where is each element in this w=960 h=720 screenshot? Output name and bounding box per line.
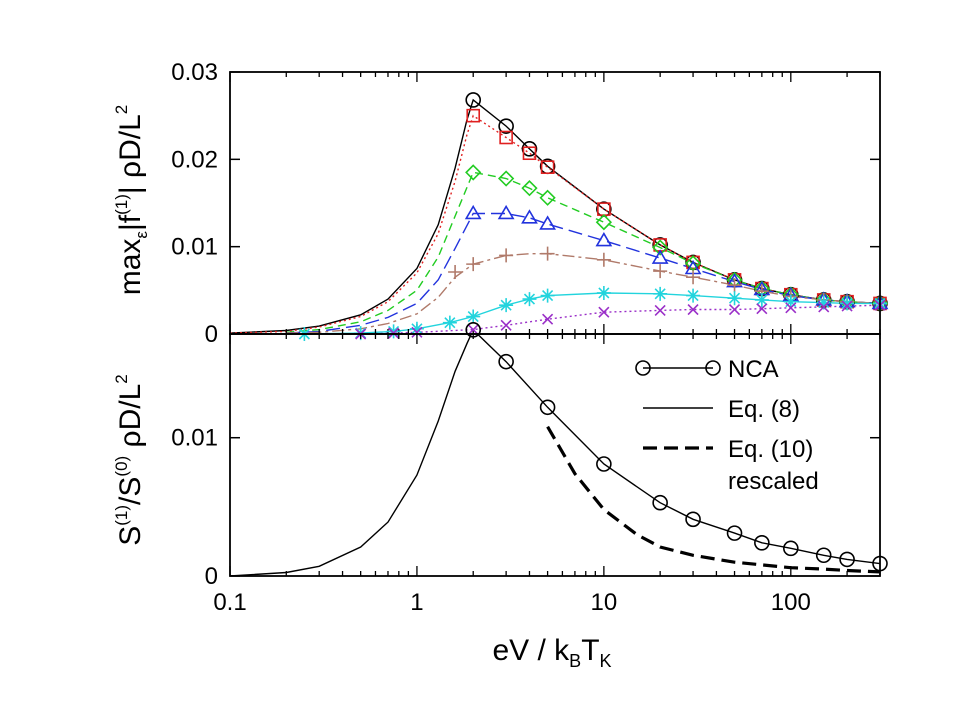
top-series-6-point bbox=[654, 304, 666, 316]
top-series-5-point bbox=[499, 298, 514, 313]
bottom-panel: 0 0.01 0.1 1 10 100 NCA Eq. (8) Eq. (10) rescaled bbox=[171, 322, 888, 616]
x-tick-label: 1 bbox=[410, 589, 423, 616]
top-series-6-point bbox=[500, 319, 512, 331]
top-series-1-point bbox=[540, 160, 555, 174]
legend-label-2: rescaled bbox=[728, 468, 819, 495]
x-tick-label: 10 bbox=[591, 589, 618, 616]
top-series-3-point bbox=[464, 204, 482, 220]
top-series-5-point bbox=[540, 288, 555, 303]
top-series-6-point bbox=[687, 303, 699, 316]
top-series-2-point bbox=[652, 239, 669, 256]
top-series-5-point bbox=[386, 324, 401, 339]
bottom-series-0-point bbox=[839, 551, 855, 568]
bottom-series-0-point bbox=[815, 547, 832, 564]
legend: NCA Eq. (8) Eq. (10) rescaled bbox=[635, 356, 819, 495]
bottom-series-2-line bbox=[546, 425, 880, 574]
top-series-2-line bbox=[286, 171, 880, 333]
top-panel: 0 0.01 0.02 0.03 bbox=[171, 59, 889, 348]
top-series-5-point bbox=[653, 286, 668, 301]
bottom-series-0-point bbox=[465, 322, 482, 338]
bottom-y-axis-label: S(1)/S(0) ρD/L2 bbox=[112, 374, 147, 546]
top-series-4-point bbox=[540, 246, 555, 261]
bottom-series-0-point bbox=[754, 535, 770, 551]
top-series-5-point bbox=[442, 315, 457, 330]
top-series-3-point bbox=[497, 204, 515, 220]
top-series-1-point bbox=[522, 146, 537, 161]
top-series-5-point bbox=[466, 309, 481, 324]
top-series-5-point bbox=[522, 292, 537, 307]
top-series-6-point bbox=[756, 303, 768, 315]
top-series-2-point bbox=[595, 214, 613, 231]
top-ytick-label: 0 bbox=[205, 321, 218, 348]
bottom-ytick-label: 0 bbox=[205, 563, 218, 590]
legend-label-0: NCA bbox=[728, 356, 779, 383]
bottom-series-0-point bbox=[596, 456, 612, 472]
top-series-4-point bbox=[448, 264, 463, 279]
top-series-5-point bbox=[727, 291, 742, 306]
top-series-0-point bbox=[498, 118, 514, 134]
top-series-6-point bbox=[411, 326, 423, 338]
top-series-6-point bbox=[818, 301, 830, 313]
top-series-4-point bbox=[727, 278, 742, 293]
x-tick-label: 100 bbox=[771, 589, 811, 616]
top-series-5-point bbox=[754, 292, 769, 307]
top-series-3-point bbox=[521, 209, 538, 224]
top-series-6-point bbox=[728, 303, 741, 316]
bottom-series-0-point bbox=[498, 353, 514, 370]
top-series-0-point bbox=[465, 92, 482, 108]
top-series-5-point bbox=[840, 296, 855, 311]
top-series-4-point bbox=[499, 248, 514, 263]
top-series-4-point bbox=[466, 257, 481, 272]
top-series-0-point bbox=[521, 141, 538, 157]
top-ytick-label: 0.03 bbox=[171, 59, 218, 86]
top-series-1-point bbox=[499, 130, 513, 145]
top-series-5-point bbox=[409, 321, 424, 336]
top-ytick-label: 0.02 bbox=[171, 146, 218, 173]
top-series-4-point bbox=[653, 264, 668, 279]
bottom-ytick-label: 0.01 bbox=[171, 425, 218, 452]
bottom-series-0-point bbox=[539, 399, 556, 416]
bottom-series-0-line bbox=[476, 334, 880, 565]
top-plot-area bbox=[230, 98, 880, 334]
top-series-6-point bbox=[542, 313, 554, 325]
top-series-0-line bbox=[230, 98, 880, 334]
top-y-axis-label: maxε|f(1)| ρD/L2 bbox=[112, 105, 151, 296]
legend-label-2: Eq. (10) bbox=[728, 436, 813, 463]
legend-marker bbox=[705, 360, 721, 376]
top-series-3-point bbox=[539, 215, 556, 230]
top-series-5-point bbox=[783, 294, 798, 309]
bottom-series-0-point bbox=[685, 511, 701, 528]
bottom-plot-area bbox=[230, 334, 880, 576]
top-series-6-point bbox=[598, 306, 610, 318]
top-series-6-point bbox=[467, 324, 479, 336]
bottom-series-0-point bbox=[652, 494, 668, 511]
top-series-1-point bbox=[466, 108, 481, 123]
bottom-series-0-point bbox=[726, 525, 743, 541]
top-series-4-point bbox=[686, 270, 701, 285]
bottom-frame bbox=[229, 333, 881, 577]
top-series-2-point bbox=[465, 164, 482, 181]
top-series-4-point bbox=[596, 252, 611, 267]
top-series-5-point bbox=[596, 285, 611, 300]
top-series-2-point bbox=[539, 189, 556, 206]
top-series-5-point bbox=[686, 288, 701, 303]
x-axis-label: eV / kBTK bbox=[492, 634, 611, 671]
top-series-2-point bbox=[521, 180, 538, 197]
top-series-5-point bbox=[816, 295, 831, 310]
legend-label-1: Eq. (8) bbox=[728, 396, 800, 423]
top-series-2-point bbox=[497, 170, 515, 187]
bottom-series-0-point bbox=[783, 540, 799, 557]
bottom-series-1-line bbox=[230, 334, 473, 576]
top-series-6-line bbox=[360, 304, 880, 334]
top-series-6-point bbox=[841, 300, 853, 312]
legend-marker bbox=[635, 360, 651, 376]
top-series-3-line bbox=[286, 212, 880, 334]
top-series-3-point bbox=[651, 249, 669, 264]
top-series-3-point bbox=[595, 231, 613, 247]
x-tick-label: 0.1 bbox=[213, 589, 246, 616]
top-series-6-point bbox=[785, 302, 797, 314]
top-ytick-label: 0.01 bbox=[171, 234, 218, 261]
